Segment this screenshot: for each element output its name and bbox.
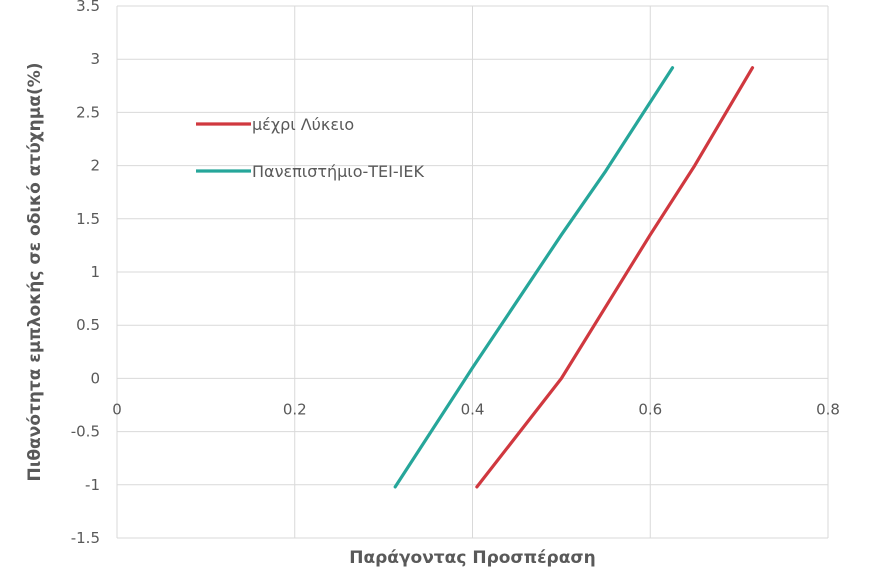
x-tick-label: 0.4 (461, 400, 485, 418)
y-tick-label: 3 (90, 50, 100, 68)
x-axis-title: Παράγοντας Προσπέραση (349, 548, 596, 568)
x-tick-label: 0.6 (638, 400, 662, 418)
y-tick-label: 1.5 (76, 210, 100, 228)
series-lines (393, 66, 755, 489)
series-line-0 (475, 66, 755, 489)
y-tick-label: 3.5 (76, 0, 100, 15)
y-tick-label: -1.5 (71, 529, 100, 547)
y-tick-label: 1 (90, 263, 100, 281)
y-tick-label: -1 (85, 476, 100, 494)
x-tick-label: 0.8 (816, 400, 840, 418)
legend-label-0: μέχρι Λύκειο (252, 115, 354, 134)
gridlines (116, 5, 829, 539)
x-tick-label: 0 (112, 400, 122, 418)
y-tick-label: -0.5 (71, 423, 100, 441)
y-tick-label: 2 (90, 157, 100, 175)
y-tick-label: 2.5 (76, 103, 100, 121)
x-tick-labels: 0 0.2 0.4 0.6 0.8 (112, 400, 840, 418)
legend-label-1: Πανεπιστήμιο-ΤΕΙ-ΙΕΚ (252, 162, 424, 181)
y-tick-label: 0.5 (76, 316, 100, 334)
y-axis-title: Πιθανότητα εμπλοκής σε οδικό ατύχημα(%) (25, 62, 45, 481)
legend: μέχρι Λύκειο Πανεπιστήμιο-ΤΕΙ-ΙΕΚ (196, 115, 424, 181)
y-tick-label: 0 (90, 369, 100, 387)
y-tick-labels: -1.5 -1 -0.5 0 0.5 1 1.5 2 2.5 3 3.5 (71, 0, 100, 547)
x-tick-label: 0.2 (283, 400, 307, 418)
series-line-1 (393, 66, 675, 489)
